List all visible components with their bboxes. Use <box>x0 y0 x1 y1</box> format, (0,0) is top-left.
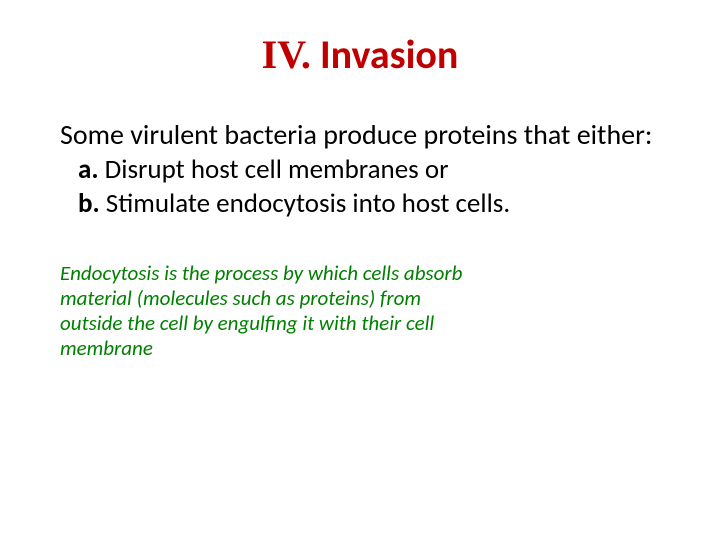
definition-text: Endocytosis is the process by which cell… <box>60 261 480 362</box>
list-item: a. Disrupt host cell membranes or <box>60 153 660 187</box>
list-item-text: Disrupt host cell membranes or <box>99 153 449 186</box>
title-word: Invasion <box>311 30 458 79</box>
intro-text: Some virulent bacteria produce proteins … <box>60 119 660 151</box>
list-item-label: b. <box>78 187 100 220</box>
slide-content: IV. Invasion Some virulent bacteria prod… <box>0 0 720 540</box>
slide-title: IV. Invasion <box>60 30 660 79</box>
list-item-label: a. <box>78 153 99 186</box>
title-roman-numeral: IV. <box>262 32 311 77</box>
list-item: b. Stimulate endocytosis into host cells… <box>60 187 660 221</box>
list-item-text: Stimulate endocytosis into host cells. <box>100 187 510 220</box>
